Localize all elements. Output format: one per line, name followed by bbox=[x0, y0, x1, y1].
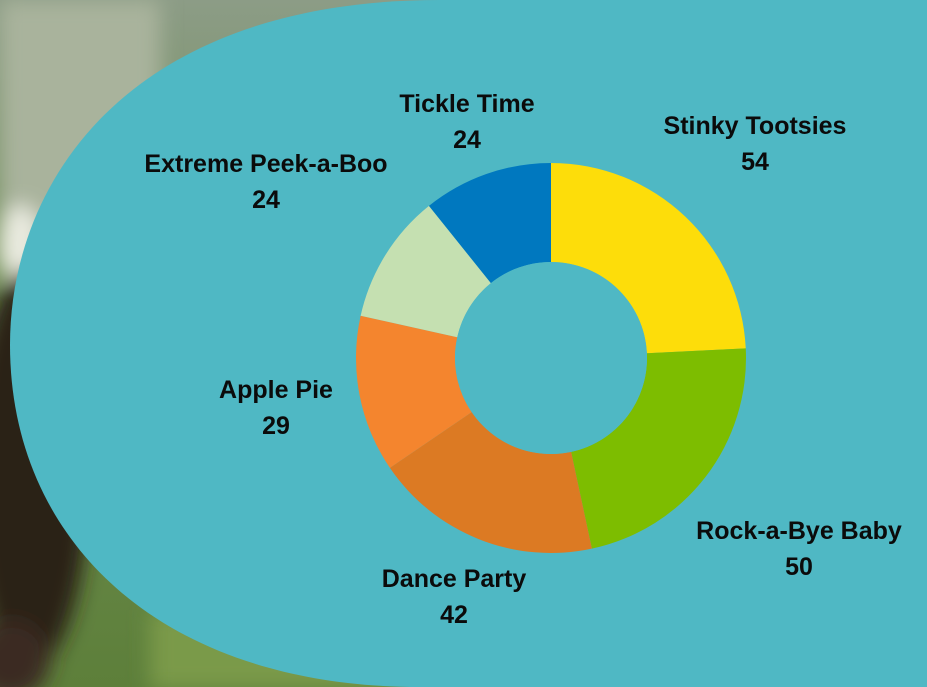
data-label-category: Tickle Time bbox=[399, 90, 535, 118]
data-label-value: 29 bbox=[262, 412, 290, 440]
data-label-category: Rock-a-Bye Baby bbox=[696, 517, 902, 545]
data-label: Stinky Tootsies 54 bbox=[664, 108, 847, 180]
donut-slice-extreme-peek-a-boo bbox=[360, 205, 491, 338]
data-label-value: 42 bbox=[440, 601, 468, 629]
donut-hole bbox=[455, 262, 647, 454]
data-label-category: Apple Pie bbox=[219, 376, 333, 404]
data-label-value: 24 bbox=[453, 126, 481, 154]
data-label: Apple Pie 29 bbox=[219, 372, 333, 444]
data-label-category: Extreme Peek-a-Boo bbox=[144, 150, 388, 178]
data-label: Rock-a-Bye Baby 50 bbox=[696, 513, 902, 585]
data-label-category: Dance Party bbox=[381, 565, 527, 593]
donut-slice-rock-a-bye-baby bbox=[571, 348, 746, 549]
donut-slice-apple-pie bbox=[356, 315, 472, 468]
data-label-category: Stinky Tootsies bbox=[663, 112, 847, 140]
data-label: Tickle Time 24 bbox=[399, 86, 534, 158]
donut-slice-dance-party bbox=[389, 412, 592, 554]
data-label-value: 50 bbox=[785, 553, 813, 581]
data-label-value: 54 bbox=[741, 148, 769, 176]
data-label: Dance Party 42 bbox=[382, 561, 527, 633]
data-label-value: 24 bbox=[252, 186, 280, 214]
donut-slice-tickle-time bbox=[428, 163, 551, 284]
donut-slice-stinky-tootsies bbox=[551, 163, 746, 354]
data-label: Extreme Peek-a-Boo 24 bbox=[144, 146, 387, 218]
